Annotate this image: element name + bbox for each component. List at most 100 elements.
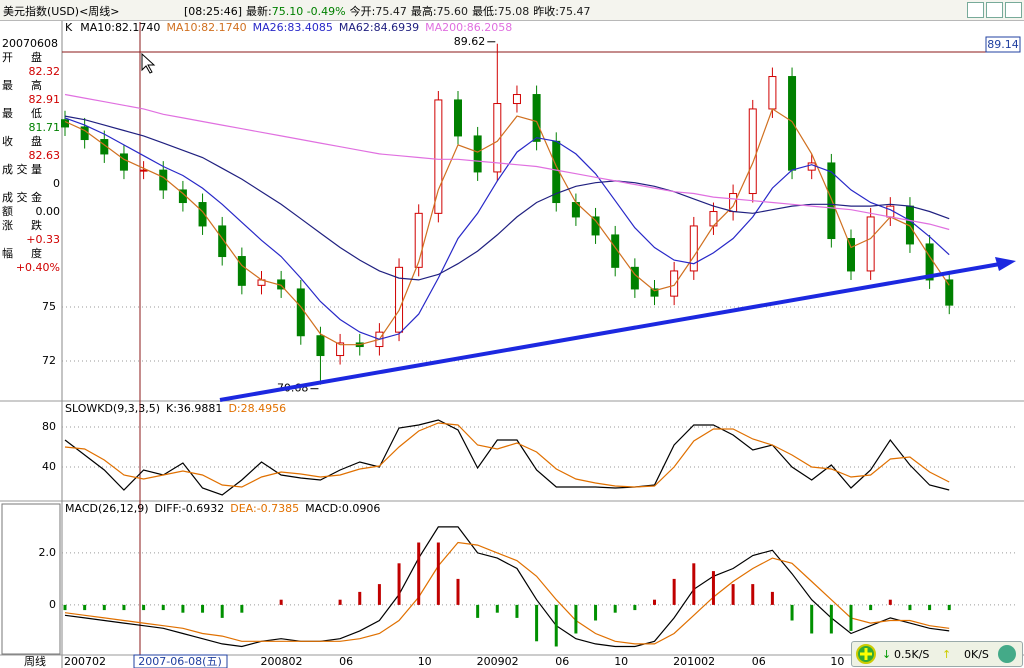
trend-arrow bbox=[995, 257, 1016, 271]
macd-bar bbox=[653, 599, 656, 605]
macd-bar bbox=[63, 604, 67, 611]
candle-body bbox=[454, 99, 462, 137]
x-tick-label: 200902 bbox=[477, 655, 519, 668]
legend-entry: MA10:82.1740 bbox=[166, 21, 246, 34]
macd-bar bbox=[888, 599, 892, 605]
info-label: 最高 bbox=[2, 79, 42, 92]
x-tick-label: 200702 bbox=[64, 655, 106, 668]
legend-entry: MACD:0.0906 bbox=[305, 502, 380, 515]
candle-body bbox=[591, 216, 600, 236]
info-value: 0 bbox=[53, 177, 60, 190]
candle-body bbox=[788, 76, 797, 171]
candle-body bbox=[296, 288, 305, 337]
up-rate: 0K/S bbox=[964, 648, 989, 661]
macd-bar bbox=[240, 604, 244, 613]
candle-body bbox=[807, 162, 816, 171]
candle-body bbox=[395, 266, 404, 333]
legend: K MA10:82.1740 MA10:82.1740 MA26:83.4085 MA6… bbox=[65, 21, 512, 34]
info-label: 开盘 bbox=[2, 51, 42, 64]
high-label: 89.62 bbox=[454, 35, 486, 48]
macd-bar bbox=[574, 604, 578, 634]
info-label: 成交量 bbox=[2, 163, 42, 176]
macd-bar bbox=[770, 591, 774, 605]
series-line bbox=[64, 422, 950, 488]
info-value: +0.33 bbox=[26, 233, 60, 246]
candle-body bbox=[198, 202, 207, 227]
info-panel: 20070608 开盘 82.32 最高 82.91 最低 81.71 收盘 82.63 成交量… bbox=[0, 37, 62, 275]
legend-entry: D:28.4956 bbox=[228, 402, 286, 415]
info-label: 收盘 bbox=[2, 135, 42, 148]
candle-body bbox=[670, 270, 679, 297]
macd-bar bbox=[751, 584, 755, 605]
macd-bar bbox=[711, 571, 715, 605]
info-value: 82.32 bbox=[28, 65, 61, 78]
legend-entry: MA62:84.6939 bbox=[339, 21, 419, 34]
macd-bar bbox=[417, 542, 421, 605]
macd-bar bbox=[181, 604, 185, 613]
x-tick-label: 10 bbox=[418, 655, 432, 668]
y-tick-label: 80 bbox=[42, 420, 56, 433]
macd-bar bbox=[515, 604, 519, 618]
up-arrow: ↑ bbox=[942, 648, 952, 661]
quote-label: [08:25:46] bbox=[184, 5, 242, 18]
macd-bar bbox=[142, 604, 146, 611]
macd-bar bbox=[436, 542, 440, 605]
x-tick-label: 06 bbox=[752, 655, 766, 668]
quote-label: 最低: bbox=[472, 5, 498, 18]
macd-bar bbox=[535, 604, 539, 642]
legend: SLOWKD(9,3,3,5) K:36.9881 D:28.4956 bbox=[65, 402, 286, 415]
macd-bar bbox=[201, 604, 205, 613]
button[interactable] bbox=[986, 2, 1003, 18]
info-value: 82.91 bbox=[28, 93, 61, 106]
macd-bar bbox=[358, 591, 362, 605]
macd-bar bbox=[692, 563, 696, 605]
macd-bar bbox=[397, 563, 401, 605]
candle-body bbox=[218, 225, 227, 258]
macd-bar bbox=[495, 604, 499, 613]
legend-entry: DIFF:-0.6932 bbox=[155, 502, 225, 515]
series-line bbox=[64, 117, 950, 340]
button[interactable] bbox=[1005, 2, 1022, 18]
legend-entry: MA200:86.2058 bbox=[425, 21, 512, 34]
top-bar: 美元指数(USD)<周线> [08:25:46] 最新:75.10 -0.49% 今… bbox=[0, 0, 1024, 21]
candle-body bbox=[434, 99, 443, 214]
trend-line bbox=[219, 262, 1001, 402]
button[interactable] bbox=[967, 2, 984, 18]
refresh[interactable] bbox=[998, 645, 1016, 663]
x-tick-label: 06 bbox=[339, 655, 353, 668]
macd-bar bbox=[102, 604, 106, 611]
y-tick-label: 40 bbox=[42, 460, 56, 473]
candle-body bbox=[414, 212, 423, 268]
legend-entry: K:36.9881 bbox=[166, 402, 222, 415]
series-line bbox=[64, 115, 950, 281]
quote-value: 75.08 bbox=[497, 5, 530, 18]
legend-entry: DEA:-0.7385 bbox=[230, 502, 299, 515]
macd-bar bbox=[220, 604, 224, 618]
info-label: 幅度 bbox=[2, 247, 42, 260]
macd-bar bbox=[83, 604, 87, 611]
legend-entry: MA26:83.4085 bbox=[253, 21, 333, 34]
candle-body bbox=[847, 238, 855, 272]
info-label: 最低 bbox=[2, 107, 42, 120]
macd-bar bbox=[947, 604, 951, 611]
y-tick-label: 0 bbox=[49, 598, 56, 611]
macd-bar bbox=[928, 604, 932, 611]
quote-value: 75.47 bbox=[375, 5, 407, 18]
plot: 727589.6270.68KMA10:82.1740MA10:82.1740M… bbox=[39, 21, 1018, 668]
legend-title: SLOWKD(9,3,3,5) bbox=[65, 402, 160, 415]
info-value: +0.40% bbox=[15, 261, 60, 274]
macd-bar bbox=[829, 604, 833, 634]
x-tick-label: 201002 bbox=[673, 655, 715, 668]
candle-body bbox=[866, 216, 875, 272]
macd-bar bbox=[279, 599, 283, 605]
quote: [08:25:46] 最新:75.10 -0.49% 今开:75.47 最高:75.6… bbox=[180, 3, 591, 19]
legend: MACD(26,12,9) DIFF:-0.6932 DEA:-0.7385 MACD… bbox=[65, 502, 380, 515]
macd-bar bbox=[122, 604, 126, 611]
info-label: 涨跌 bbox=[2, 219, 42, 232]
candle-body bbox=[473, 135, 482, 173]
candle-body bbox=[650, 288, 659, 297]
candle-body bbox=[139, 169, 148, 172]
x-tick-label: 10 bbox=[614, 655, 628, 668]
